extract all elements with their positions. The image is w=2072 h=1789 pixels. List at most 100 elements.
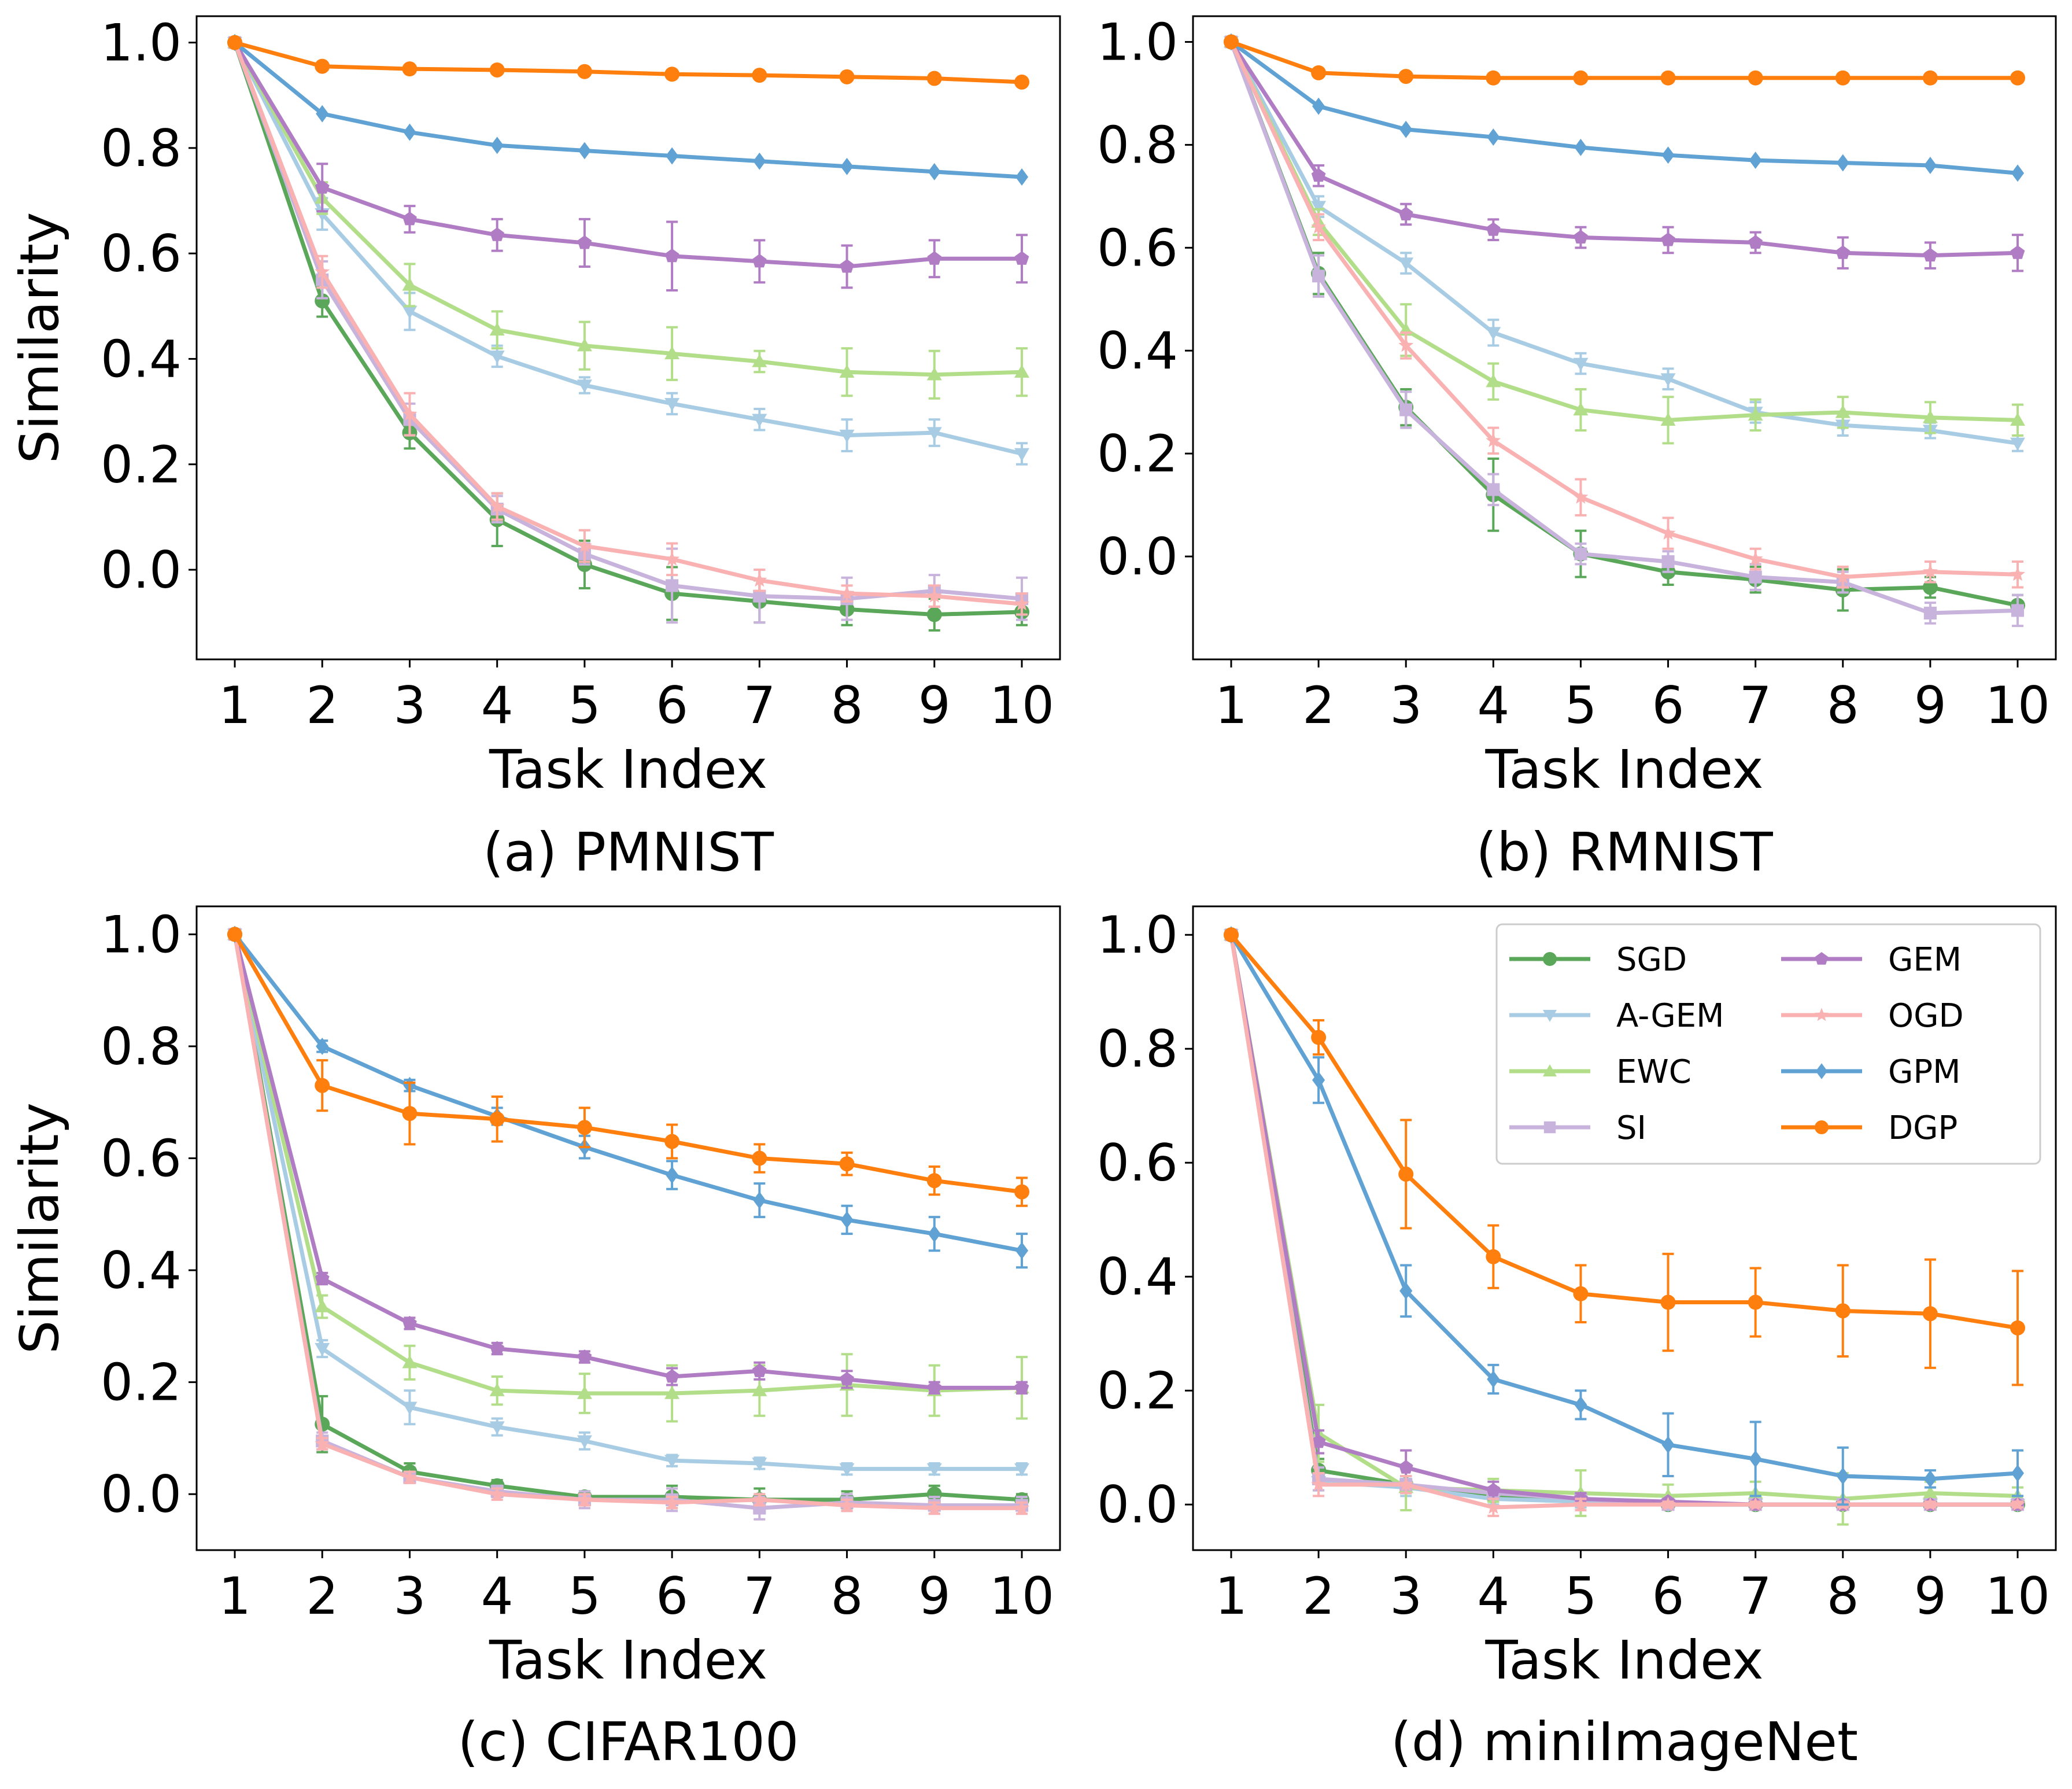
data-point — [1574, 230, 1588, 244]
x-tick-label: 1 — [219, 676, 251, 735]
data-point — [489, 499, 505, 513]
series-line — [1229, 934, 2018, 1510]
x-tick-label: 9 — [1914, 676, 1947, 735]
data-point — [227, 927, 242, 942]
data-point — [315, 1271, 330, 1285]
data-point — [402, 61, 418, 77]
data-point — [1574, 1396, 1587, 1414]
legend-marker — [1815, 1008, 1829, 1021]
series-dgp — [1224, 927, 2025, 1386]
series-line — [1229, 40, 2018, 422]
data-point — [664, 248, 679, 263]
series-ogd — [227, 926, 1029, 1515]
data-point — [664, 346, 680, 360]
data-point — [840, 1371, 854, 1386]
data-point — [490, 137, 504, 154]
series-line — [234, 40, 1022, 84]
data-point — [402, 211, 417, 226]
data-point — [489, 62, 505, 78]
x-tick-label: 5 — [1564, 1566, 1597, 1626]
y-tick-label: 1.0 — [1097, 905, 1178, 965]
panel-c: 0.0 0.2 0.4 0.6 0.8 1.0 1 2 3 4 5 6 7 8 9 10 Task Index S… — [9, 905, 1061, 1773]
x-tick-label: 3 — [393, 676, 426, 735]
data-point — [1835, 70, 1851, 86]
panel-caption: (a) PMNIST — [483, 821, 774, 883]
data-point — [577, 1349, 592, 1363]
data-point — [926, 71, 942, 86]
data-point — [315, 180, 330, 194]
data-point — [1573, 357, 1589, 371]
data-point — [1922, 1485, 1938, 1499]
data-point — [926, 1173, 942, 1189]
legend-label: DGP — [1888, 1109, 1957, 1147]
series-line — [232, 41, 1022, 377]
x-tick-label: 6 — [1652, 1566, 1685, 1626]
legend-label: OGD — [1888, 997, 1964, 1035]
data-point — [1311, 168, 1326, 182]
series-line — [1229, 934, 2018, 1501]
y-tick-label: 0.0 — [1097, 1475, 1178, 1535]
data-point — [1312, 270, 1325, 283]
data-point — [2010, 1320, 2025, 1336]
data-point — [316, 105, 329, 123]
series-sgd — [227, 35, 1029, 632]
data-point — [926, 1463, 942, 1477]
data-point — [402, 406, 418, 421]
x-tick-label: 2 — [306, 1566, 338, 1626]
data-point — [1749, 152, 1762, 169]
data-point — [2011, 604, 2025, 617]
series-dgp — [227, 927, 1029, 1207]
series-gem — [227, 927, 1029, 1395]
x-tick-label: 8 — [831, 1566, 863, 1626]
data-point — [1660, 70, 1676, 86]
x-tick-label: 10 — [1985, 676, 2050, 735]
data-point — [1486, 70, 1501, 86]
legend-label: SI — [1616, 1109, 1646, 1147]
y-tick-label: 0.8 — [1097, 115, 1178, 175]
data-point — [1015, 1242, 1029, 1260]
data-point — [489, 1111, 505, 1127]
data-point — [1399, 403, 1413, 416]
data-point — [315, 1342, 330, 1356]
series-gpm — [228, 34, 1029, 186]
data-point — [1661, 146, 1675, 164]
data-point — [752, 253, 767, 268]
y-tick-label: 0.4 — [1097, 321, 1178, 381]
y-tick-label: 0.8 — [101, 119, 182, 178]
series-line — [232, 934, 1022, 1510]
data-point — [928, 1225, 941, 1243]
data-point — [664, 67, 680, 82]
data-point — [752, 414, 767, 427]
data-point — [753, 1192, 766, 1209]
x-tick-label: 4 — [481, 676, 514, 735]
data-point — [1014, 1184, 1029, 1200]
data-point — [577, 379, 592, 393]
data-point — [1835, 569, 1851, 584]
data-point — [1922, 580, 1938, 595]
series-line — [1229, 40, 2018, 258]
x-tick-label: 6 — [656, 1566, 688, 1626]
series-line — [232, 42, 1022, 606]
data-point — [2010, 566, 2025, 581]
series-line — [232, 41, 1022, 456]
series-a-gem — [227, 36, 1029, 466]
axes-frame — [1192, 15, 2057, 661]
data-point — [1398, 206, 1413, 221]
data-point — [1574, 138, 1587, 156]
x-tick-label: 1 — [219, 1566, 251, 1626]
y-tick-label: 0.0 — [101, 1465, 182, 1524]
series-dgp — [227, 35, 1029, 90]
series-line — [232, 934, 1022, 1396]
data-point — [2010, 245, 2025, 259]
data-point — [1923, 606, 1937, 619]
data-point — [1573, 1496, 1589, 1511]
series-gpm — [1224, 926, 2025, 1506]
data-point — [2010, 412, 2025, 426]
x-tick-label: 8 — [831, 676, 863, 735]
x-tick-label: 7 — [1739, 1566, 1772, 1626]
series-line — [233, 40, 1022, 179]
data-point — [839, 1463, 855, 1477]
series-ogd — [1224, 34, 2025, 589]
data-point — [1923, 1470, 1937, 1488]
x-tick-label: 7 — [1739, 676, 1772, 735]
